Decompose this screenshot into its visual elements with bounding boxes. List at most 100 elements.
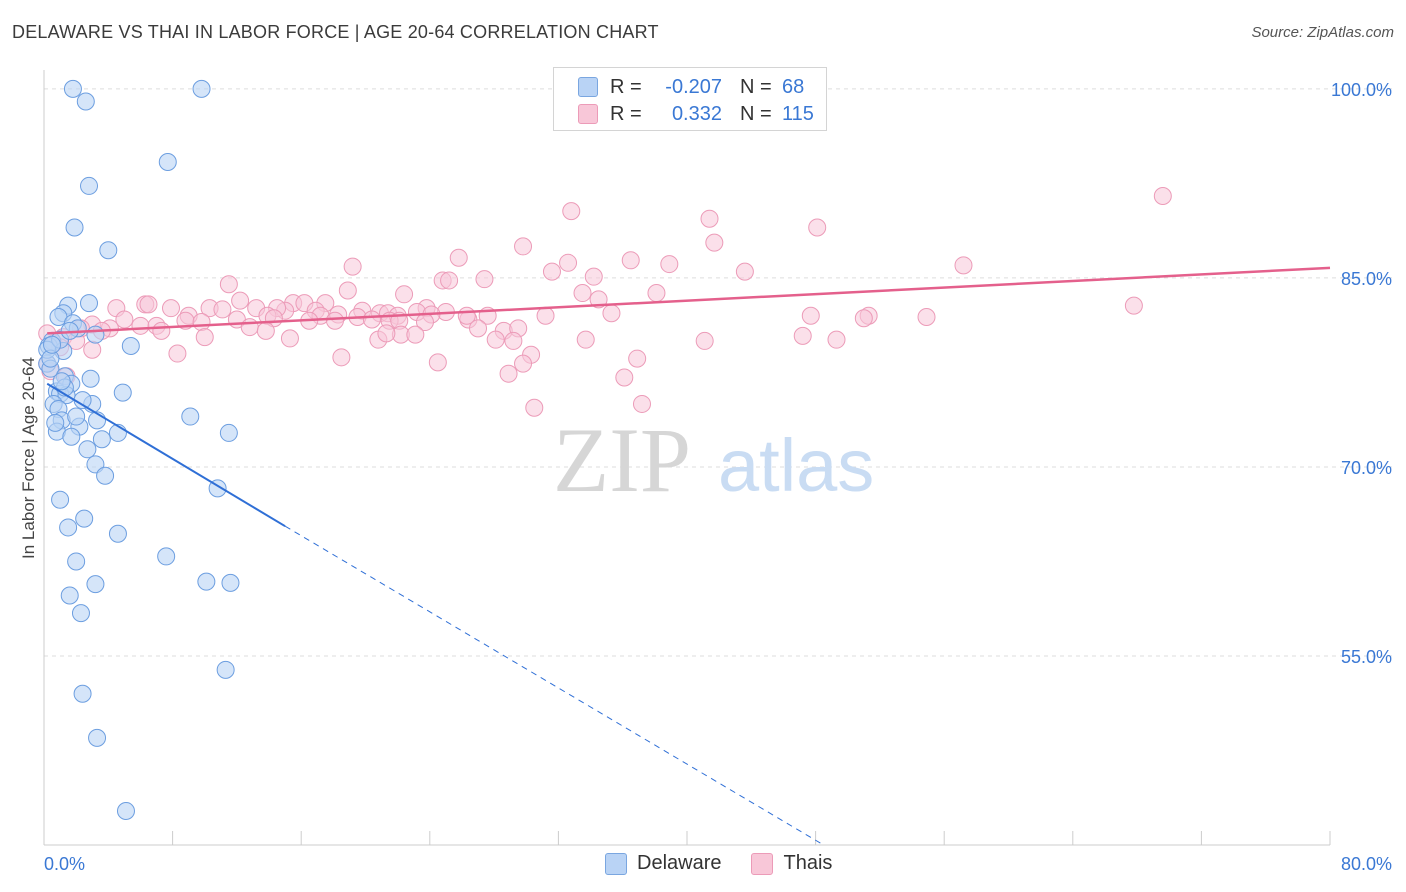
thai-point — [440, 271, 459, 290]
thai-point — [954, 256, 973, 275]
thai-point — [449, 248, 468, 267]
thai-point — [83, 340, 102, 359]
delaware-point — [197, 572, 216, 591]
thai-point — [139, 295, 158, 314]
thai-point — [562, 202, 581, 221]
thai-point — [499, 364, 518, 383]
thai-point — [735, 262, 754, 281]
delaware-point — [67, 407, 86, 426]
thai-point — [542, 262, 561, 281]
thai-point — [525, 398, 544, 417]
delaware-point — [81, 369, 100, 388]
thai-points — [38, 187, 1172, 417]
y-axis-title: In Labor Force | Age 20-64 — [19, 357, 38, 559]
delaware-point — [73, 684, 92, 703]
delaware-point — [108, 524, 127, 543]
thai-point — [621, 251, 640, 270]
thai-point — [131, 316, 150, 335]
delaware-point — [99, 241, 118, 260]
y-tick-label: 55.0% — [1341, 647, 1392, 667]
thai-point — [469, 319, 488, 338]
thai-point — [168, 344, 187, 363]
delaware-points — [38, 79, 240, 820]
delaware-point — [76, 92, 95, 111]
delaware-point — [221, 573, 240, 592]
r-label: R = — [610, 102, 642, 125]
thai-point — [152, 321, 171, 340]
thai-point — [231, 291, 250, 310]
delaware-point — [86, 575, 105, 594]
delaware-point — [52, 372, 71, 391]
thais-swatch — [751, 852, 774, 875]
watermark-atlas: atlas — [718, 424, 874, 507]
legend-row-delaware: R = -0.207 N = 68 — [578, 74, 804, 100]
n-value: 68 — [782, 75, 805, 98]
watermark-zip: ZIP — [553, 409, 691, 511]
thai-point — [486, 330, 505, 349]
delaware-point — [96, 466, 115, 485]
series-legend: Delaware Thais — [605, 852, 862, 875]
thai-point — [705, 233, 724, 252]
thai-point — [584, 267, 603, 286]
y-tick-labels: 55.0% 70.0% 85.0% 100.0% — [1331, 80, 1392, 667]
thai-point — [395, 285, 414, 304]
x-tick-label-max: 80.0% — [1341, 854, 1392, 874]
thai-point — [213, 300, 232, 319]
legend-item-delaware[interactable]: Delaware — [605, 852, 721, 875]
thai-point — [536, 306, 555, 325]
thai-trend-line — [47, 266, 1331, 335]
thai-point — [338, 281, 357, 300]
grid-lines — [44, 88, 1392, 657]
n-label: N = — [740, 102, 772, 125]
legend-item-thais[interactable]: Thais — [751, 852, 832, 875]
thai-point — [632, 394, 651, 413]
delaware-point — [116, 801, 135, 820]
legend-label-thais: Thais — [783, 852, 833, 874]
thai-point — [514, 237, 533, 256]
delaware-point — [78, 440, 97, 459]
delaware-point — [113, 383, 132, 402]
r-value: -0.207 — [665, 75, 722, 98]
thai-point — [573, 284, 592, 303]
thai-point — [240, 318, 259, 337]
thai-point — [219, 275, 238, 294]
delaware-point — [43, 335, 62, 354]
n-value: 115 — [782, 102, 814, 125]
r-label: R = — [610, 75, 642, 98]
thai-point — [700, 209, 719, 228]
thais-swatch — [578, 104, 598, 124]
delaware-point — [67, 552, 86, 571]
thai-point — [695, 331, 714, 350]
thai-point — [647, 284, 666, 303]
delaware-point — [86, 325, 105, 344]
delaware-point — [121, 336, 140, 355]
thai-point — [576, 330, 595, 349]
axes — [43, 70, 1331, 846]
thai-point — [377, 324, 396, 343]
thai-point — [457, 306, 476, 325]
delaware-point — [80, 294, 99, 313]
thai-point — [559, 253, 578, 272]
thai-point — [808, 218, 827, 237]
thai-point — [362, 310, 381, 329]
thai-point — [1124, 296, 1143, 315]
delaware-trend-line — [46, 382, 286, 528]
r-value: 0.332 — [671, 102, 722, 125]
thai-point — [615, 368, 634, 387]
delaware-point — [51, 490, 70, 509]
delaware-point — [60, 586, 79, 605]
thai-point — [475, 270, 494, 289]
delaware-point — [216, 660, 235, 679]
trend-lines — [46, 266, 1331, 846]
delaware-point — [65, 218, 84, 237]
watermark: ZIP atlas — [553, 409, 874, 511]
thai-point — [793, 326, 812, 345]
delaware-point — [80, 176, 99, 195]
thai-point — [256, 321, 275, 340]
thai-point — [325, 311, 344, 330]
delaware-point — [158, 152, 177, 171]
delaware-point — [59, 518, 78, 537]
delaware-trend-extension — [284, 525, 824, 846]
thai-point — [854, 309, 873, 328]
